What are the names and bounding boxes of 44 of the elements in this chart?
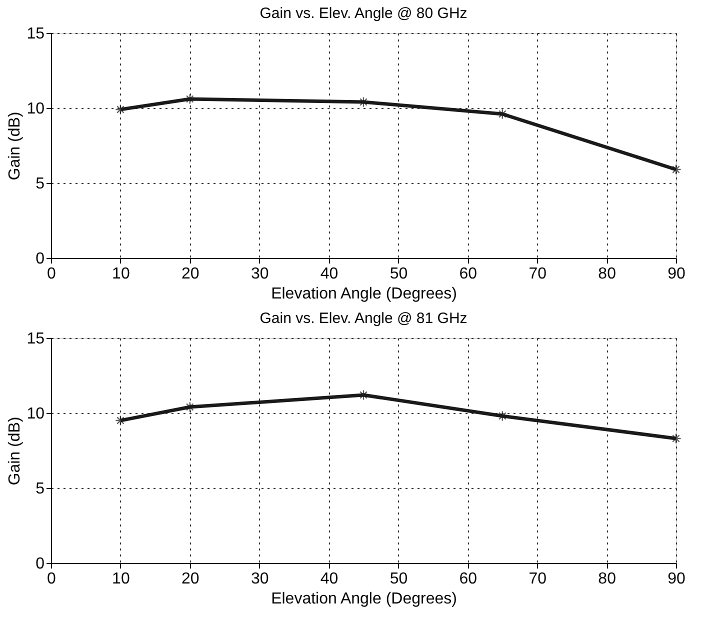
y-tick-label: 0 <box>36 556 45 572</box>
x-tick-label: 90 <box>668 266 686 282</box>
x-axis-title: Elevation Angle (Degrees) <box>271 590 457 608</box>
y-tick-label: 10 <box>26 100 45 118</box>
x-tick-label: 30 <box>250 266 269 282</box>
y-tick-label: 0 <box>36 250 45 268</box>
x-tick-label: 10 <box>112 266 130 282</box>
y-tick-label: 15 <box>26 330 45 348</box>
x-tick-label: 20 <box>181 570 200 588</box>
x-tick-label: 80 <box>598 266 616 282</box>
point <box>358 96 369 108</box>
y-axis-title: Gain (dB) <box>6 416 24 486</box>
point <box>184 402 196 412</box>
chart-title: Gain vs. Elev. Angle @ 80 GHz <box>260 5 468 22</box>
x-tick-label: 0 <box>47 266 56 282</box>
point <box>670 164 682 175</box>
chart-title: Gain vs. Elev. Angle @ 81 GHz <box>260 310 468 327</box>
x-tick-label: 80 <box>598 570 616 588</box>
point <box>184 94 196 104</box>
y-tick-label: 5 <box>36 176 45 192</box>
x-tick-label: 30 <box>250 570 269 588</box>
point <box>670 433 682 444</box>
y-tick-label: 15 <box>26 26 45 42</box>
x-tick-label: 50 <box>390 570 408 588</box>
x-tick-label: 20 <box>181 266 200 282</box>
x-tick-label: 70 <box>528 570 547 588</box>
y-axis-title: Gain (dB) <box>6 112 24 180</box>
y-tick-label: 10 <box>26 406 45 422</box>
x-tick-label: 60 <box>459 570 478 588</box>
x-tick-label: 10 <box>112 570 130 588</box>
point <box>358 390 369 400</box>
point <box>115 104 126 115</box>
x-tick-label: 90 <box>668 570 686 588</box>
point <box>497 410 508 422</box>
point <box>115 415 126 426</box>
point <box>497 108 508 120</box>
x-tick-label: 60 <box>459 266 478 282</box>
y-tick-label: 5 <box>36 480 45 498</box>
x-tick-label: 40 <box>320 266 338 282</box>
x-axis-title: Elevation Angle (Degrees) <box>271 286 457 302</box>
x-tick-label: 50 <box>390 266 408 282</box>
x-tick-label: 70 <box>528 266 547 282</box>
x-tick-label: 0 <box>47 570 56 588</box>
x-tick-label: 40 <box>320 570 338 588</box>
